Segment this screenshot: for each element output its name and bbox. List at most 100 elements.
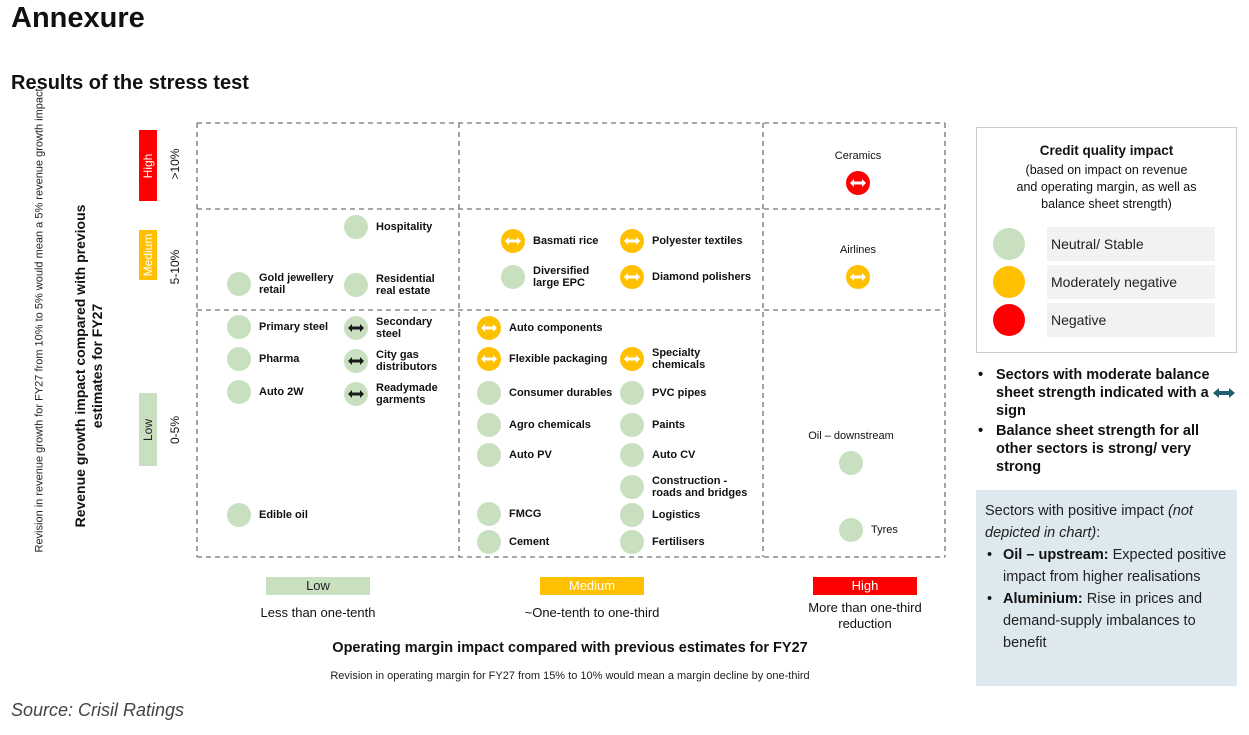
legend-subtitle: (based on impact on revenue and operatin… — [1016, 163, 1197, 211]
point-label-pharma: Pharma — [259, 353, 300, 365]
point-label-edible-oil: Edible oil — [259, 509, 308, 521]
y-band-box-medium: Medium — [139, 230, 157, 280]
point-label-primary-steel: Primary steel — [259, 321, 329, 333]
point-label-consumer-durables: Consumer durables — [509, 387, 613, 399]
point-label-fmcg: FMCG — [509, 508, 542, 520]
point-auto-2w — [227, 380, 251, 404]
double-arrow-icon — [850, 179, 866, 187]
double-arrow-icon — [1212, 388, 1235, 399]
point-label-airlines: Airlines — [839, 244, 877, 256]
double-arrow-icon — [850, 273, 866, 281]
point-fertilisers — [620, 530, 644, 554]
y-band-box-low: Low — [139, 393, 157, 466]
point-auto-cv — [620, 443, 644, 467]
x-band-desc-medium: ~One-tenth to one-third — [524, 605, 660, 620]
legend-item-neutral: Neutral/ Stable — [1047, 227, 1215, 261]
point-cement — [477, 530, 501, 554]
y-band-box-high: High — [139, 130, 157, 201]
point-edible-oil — [227, 503, 251, 527]
positive-intro: Sectors with positive impact (not depict… — [985, 503, 1193, 541]
chart-notes: Sectors with moderate balance sheet stre… — [976, 366, 1238, 478]
double-arrow-icon — [624, 355, 640, 363]
point-fmcg — [477, 502, 501, 526]
note-moderate-balance-sheet: Sectors with moderate balance sheet stre… — [976, 366, 1238, 420]
point-label-residential-real-estate: Residential real estate — [376, 273, 435, 297]
point-label-polyester-textiles: Polyester textiles — [652, 235, 743, 247]
point-label-auto-cv: Auto CV — [652, 449, 696, 461]
x-band-desc-high: More than one-third reduction — [808, 600, 922, 631]
x-axis-note: Revision in operating margin for FY27 fr… — [330, 670, 810, 682]
note-strong-balance-sheet: Balance sheet strength for all other sec… — [976, 422, 1238, 476]
legend: Credit quality impact (based on impact o… — [976, 127, 1237, 353]
legend-dot-negative — [993, 304, 1025, 336]
point-label-tyres: Tyres — [871, 524, 898, 536]
x-band-box-medium: Medium — [540, 577, 644, 595]
point-label-auto-pv: Auto PV — [509, 449, 552, 461]
point-label-paints: Paints — [652, 419, 686, 431]
point-auto-pv — [477, 443, 501, 467]
point-label-readymade-garments: Readymade garments — [376, 382, 438, 406]
point-label-basmati-rice: Basmati rice — [533, 235, 599, 247]
point-label-ceramics: Ceramics — [834, 150, 882, 162]
chart-points — [227, 171, 870, 554]
point-primary-steel — [227, 315, 251, 339]
double-arrow-icon — [481, 324, 497, 332]
point-logistics — [620, 503, 644, 527]
point-label-flexible-packaging: Flexible packaging — [509, 353, 608, 365]
point-pharma — [227, 347, 251, 371]
y-axis-note: Revision in revenue growth for FY27 from… — [33, 88, 46, 553]
point-pvc-pipes — [620, 381, 644, 405]
positive-item-aluminium: Aluminium: Rise in prices and demand-sup… — [985, 588, 1227, 654]
legend-dot-moderate — [993, 266, 1025, 298]
point-residential-real-estate — [344, 273, 368, 297]
legend-item-moderate: Moderately negative — [1047, 265, 1215, 299]
x-axis-title: Operating margin impact compared with pr… — [332, 640, 808, 656]
point-label-hospitality: Hospitality — [376, 221, 433, 233]
page-title: Annexure — [11, 2, 145, 34]
point-label-cement: Cement — [509, 536, 550, 548]
y-band-range-high: >10% — [168, 148, 182, 180]
double-arrow-icon — [348, 390, 364, 398]
double-arrow-icon — [481, 355, 497, 363]
point-consumer-durables — [477, 381, 501, 405]
double-arrow-icon — [348, 324, 364, 332]
x-band-box-low: Low — [266, 577, 370, 595]
point-paints — [620, 413, 644, 437]
chart-grid — [196, 122, 946, 558]
positive-impact-box: Sectors with positive impact (not depict… — [976, 490, 1237, 686]
legend-dot-neutral — [993, 228, 1025, 260]
x-band-box-high: High — [813, 577, 917, 595]
legend-item-negative: Negative — [1047, 303, 1215, 337]
x-band-desc-low: Less than one-tenth — [260, 605, 376, 620]
point-label-diamond-polishers: Diamond polishers — [652, 271, 752, 283]
point-gold-jewellery-retail — [227, 272, 251, 296]
double-arrow-icon — [624, 273, 640, 281]
point-hospitality — [344, 215, 368, 239]
y-band-range-medium: 5-10% — [168, 249, 182, 285]
point-label-construction-roads-and-bridges: Construction - roads and bridges — [652, 475, 748, 499]
legend-title: Credit quality impact — [1039, 143, 1174, 158]
double-arrow-icon — [348, 357, 364, 365]
point-label-gold-jewellery-retail: Gold jewellery retail — [259, 272, 334, 296]
point-construction-roads-and-bridges — [620, 475, 644, 499]
point-label-agro-chemicals: Agro chemicals — [509, 419, 591, 431]
point-diversified-large-epc — [501, 265, 525, 289]
point-agro-chemicals — [477, 413, 501, 437]
double-arrow-icon — [505, 237, 521, 245]
point-label-diversified-large-epc: Diversified large EPC — [533, 265, 590, 289]
point-label-auto-components: Auto components — [509, 322, 603, 334]
point-label-secondary-steel: Secondary steel — [376, 316, 433, 340]
point-label-oil-downstream: Oil – downstream — [808, 430, 894, 442]
source-note: Source: Crisil Ratings — [11, 700, 185, 720]
point-label-city-gas-distributors: City gas distributors — [376, 349, 438, 373]
point-tyres — [839, 518, 863, 542]
point-label-fertilisers: Fertilisers — [652, 536, 705, 548]
positive-item-oil-upstream: Oil – upstream: Expected positive impact… — [985, 544, 1227, 588]
point-label-pvc-pipes: PVC pipes — [652, 387, 707, 399]
point-label-specialty-chemicals: Specialty chemicals — [652, 347, 706, 371]
y-band-range-low: 0-5% — [168, 416, 182, 445]
page-subtitle: Results of the stress test — [11, 72, 249, 94]
double-arrow-icon — [624, 237, 640, 245]
point-label-auto-2w: Auto 2W — [259, 386, 304, 398]
